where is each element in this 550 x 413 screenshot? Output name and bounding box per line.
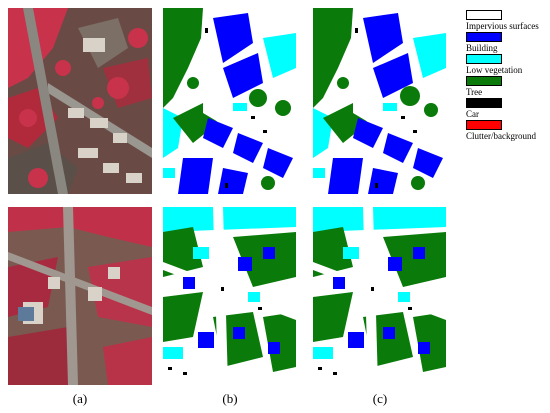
legend-item-car: Car [466, 98, 550, 120]
caption-a: (a) [72, 391, 88, 406]
segmentation-map-bottom-b [163, 207, 296, 385]
legend-swatch-low-vegetation [466, 54, 502, 64]
legend-swatch-impervious [466, 10, 502, 20]
legend-item-building: Building [466, 32, 550, 54]
aerial-image-top [8, 8, 152, 194]
segmentation-map-bottom-c [313, 207, 446, 385]
legend-label-tree: Tree [466, 87, 483, 97]
legend-swatch-clutter [466, 120, 502, 130]
caption-b: (b) [222, 391, 238, 406]
legend-item-tree: Tree [466, 76, 550, 98]
legend-swatch-tree [466, 76, 502, 86]
legend-label-building: Building [466, 43, 498, 53]
legend-label-clutter: Clutter/background [466, 131, 536, 141]
legend-swatch-car [466, 98, 502, 108]
segmentation-map-top-c [313, 8, 446, 194]
legend-label-car: Car [466, 109, 479, 119]
legend-swatch-building [466, 32, 502, 42]
aerial-image-bottom [8, 207, 152, 385]
segmentation-map-top-b [163, 8, 296, 194]
legend: Impervious surfaces Building Low vegetat… [466, 10, 550, 142]
legend-item-impervious: Impervious surfaces [466, 10, 550, 32]
caption-c: (c) [372, 391, 388, 406]
legend-label-low-vegetation: Low vegetation [466, 65, 523, 75]
legend-item-clutter: Clutter/background [466, 120, 550, 142]
legend-item-low-vegetation: Low vegetation [466, 54, 550, 76]
legend-label-impervious: Impervious surfaces [466, 21, 539, 31]
